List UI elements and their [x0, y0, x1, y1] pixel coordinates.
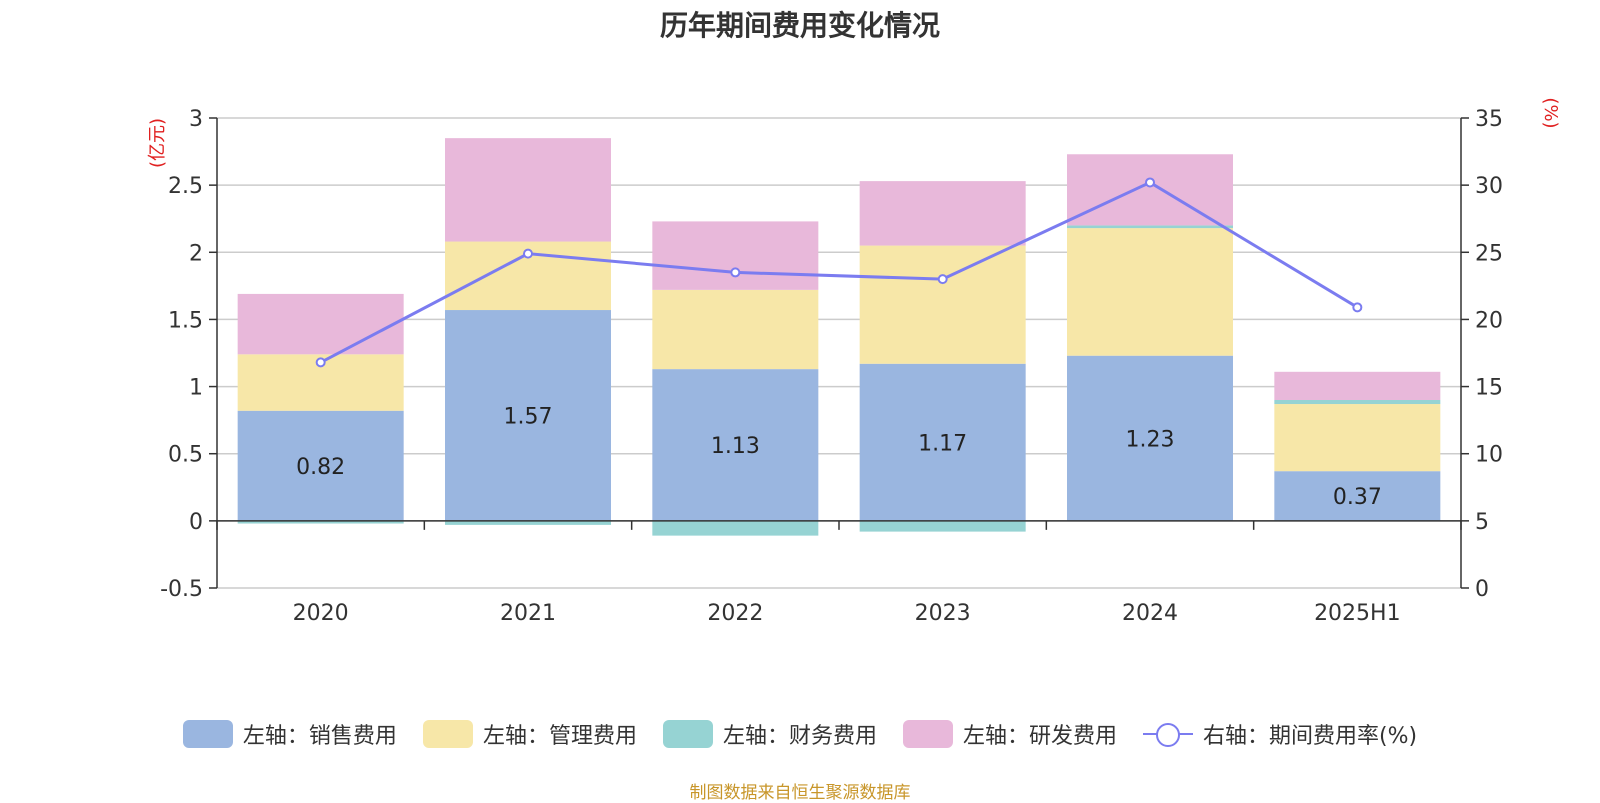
left-axis-tick-label: 3	[189, 107, 203, 132]
left-axis-tick-label: 1.5	[168, 308, 203, 333]
left-axis-tick-label: 2	[189, 241, 203, 266]
legend-label-finance: 左轴：财务费用	[722, 724, 877, 749]
expense-rate-point	[1145, 177, 1155, 188]
legend-item-finance[interactable]: 左轴：财务费用	[662, 718, 877, 750]
left-axis-tick-label: -0.5	[160, 577, 203, 602]
data-label-sales: 1.57	[504, 404, 553, 429]
expense-rate-point	[1352, 302, 1363, 313]
x-axis-category-label: 2023	[915, 601, 971, 626]
right-axis-unit: (%)	[1540, 97, 1561, 128]
legend-item-admin[interactable]: 左轴：管理费用	[422, 718, 637, 750]
right-axis-tick-label: 30	[1475, 174, 1503, 199]
bar-segment-4	[237, 293, 404, 355]
legend-swatch-finance	[662, 720, 713, 748]
data-label-sales: 1.13	[711, 434, 760, 459]
chart-title: 历年期间费用变化情况	[659, 9, 940, 42]
bar-segment-1	[859, 363, 1026, 521]
right-axis-tick-label: 0	[1475, 577, 1489, 602]
legend-label-sales: 左轴：销售费用	[242, 724, 397, 749]
right-axis-tick-label: 5	[1475, 510, 1489, 535]
bar-segment-2	[652, 289, 819, 370]
data-source-note: 制图数据来自恒生聚源数据库	[689, 783, 911, 803]
legend-label-rd: 左轴：研发费用	[962, 724, 1117, 749]
data-label-sales: 1.17	[918, 431, 967, 456]
bar-segment-3	[237, 520, 404, 524]
x-axis-category-label: 2021	[500, 601, 556, 626]
legend-item-sales[interactable]: 左轴：销售费用	[182, 718, 397, 750]
left-axis-tick-label: 1	[189, 376, 203, 401]
right-axis-tick-label: 10	[1475, 443, 1503, 468]
left-axis-tick-label: 2.5	[168, 174, 203, 199]
left-axis-tick-label: 0.5	[168, 443, 203, 468]
bar-segment-2	[859, 245, 1026, 364]
legend-swatch-rd	[902, 720, 953, 748]
x-axis-category-label: 2025H1	[1314, 601, 1401, 626]
bar-segment-3	[1067, 225, 1233, 229]
legend-item-expense-rate[interactable]: 右轴：期间费用率(%)	[1142, 718, 1418, 750]
expense-rate-point	[937, 274, 948, 285]
bar-segment-3	[859, 520, 1026, 532]
expense-rate-line	[319, 180, 1359, 364]
bar-segment-3	[1274, 400, 1441, 405]
bar-segment-1	[445, 310, 611, 521]
bar-segment-3	[445, 520, 611, 525]
bar-segment-4	[1274, 371, 1441, 400]
expense-rate-point	[523, 248, 533, 259]
legend-swatch-admin	[422, 720, 473, 748]
data-label-sales: 1.23	[1126, 427, 1175, 452]
bar-segment-1	[1067, 355, 1233, 521]
legend-swatch-sales	[182, 720, 233, 748]
data-label-sales: 0.82	[296, 455, 345, 480]
legend-label-admin: 左轴：管理费用	[482, 724, 637, 749]
right-axis-tick-label: 15	[1475, 376, 1503, 401]
legend-item-rd[interactable]: 左轴：研发费用	[902, 718, 1117, 750]
legend-line-marker-icon	[1142, 720, 1193, 748]
bar-segment-4	[1067, 154, 1233, 226]
legend-label-expense-rate: 右轴：期间费用率(%)	[1202, 724, 1418, 749]
data-label-sales: 0.37	[1333, 485, 1382, 510]
bar-segment-4	[859, 181, 1026, 246]
left-axis-unit: (亿元)	[147, 118, 168, 168]
bar-segment-3	[652, 520, 819, 536]
expense-rate-point	[315, 357, 326, 368]
bar-segment-1	[1274, 471, 1441, 521]
x-axis-category-label: 2024	[1122, 601, 1178, 626]
legend: 左轴：销售费用 左轴：管理费用 左轴：财务费用 左轴：研发费用 右轴：期间费用率…	[0, 718, 1600, 750]
bar-segment-2	[1067, 228, 1233, 356]
right-axis-tick-label: 20	[1475, 308, 1503, 333]
right-axis-tick-label: 25	[1475, 241, 1503, 266]
x-axis-category-label: 2022	[707, 601, 763, 626]
bar-segment-4	[445, 138, 611, 242]
bar-segment-1	[237, 410, 404, 521]
bar-segment-2	[1274, 404, 1441, 472]
chart-plot: -0.500.511.522.5305101520253035(亿元)(%)0.…	[147, 97, 1561, 626]
x-axis-category-label: 2020	[293, 601, 349, 626]
left-axis-tick-label: 0	[189, 510, 203, 535]
bar-segment-1	[652, 369, 819, 521]
right-axis-tick-label: 35	[1475, 107, 1503, 132]
expense-rate-point	[730, 267, 741, 278]
bar-segment-4	[652, 221, 819, 290]
